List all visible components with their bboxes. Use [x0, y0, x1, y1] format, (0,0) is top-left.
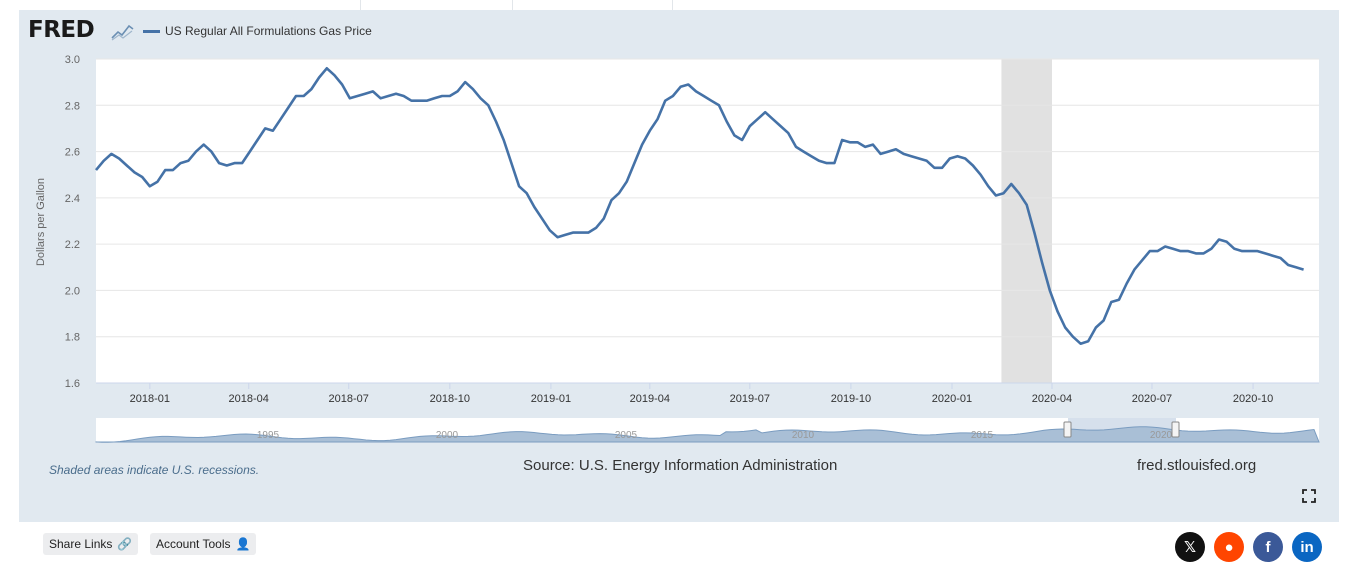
navigator-left-handle[interactable]	[1064, 422, 1071, 437]
x-tick-label: 2019-01	[531, 393, 571, 405]
y-tick-label: 1.8	[65, 332, 80, 344]
range-navigator[interactable]: 1995 2000 2005 2010 2015 2020	[96, 418, 1319, 442]
recession-note: Shaded areas indicate U.S. recessions.	[49, 463, 259, 477]
reddit-share-icon[interactable]: ●	[1214, 532, 1244, 562]
y-tick-labels: 1.6 1.8 2.0 2.2 2.4 2.6 2.8 3.0	[65, 54, 80, 390]
x-tick-label: 2019-10	[831, 393, 871, 405]
x-tick-label: 2020-07	[1132, 393, 1172, 405]
navigator-right-handle[interactable]	[1172, 422, 1179, 437]
navigator-year-label: 2005	[615, 430, 638, 441]
y-tick-label: 2.6	[65, 147, 80, 159]
navigator-year-label: 2010	[792, 430, 815, 441]
account-tools-button[interactable]: Account Tools 👤	[150, 533, 256, 555]
x-tick-label: 2020-01	[932, 393, 972, 405]
x-tick-label: 2019-04	[630, 393, 670, 405]
y-tick-label: 2.2	[65, 239, 80, 251]
facebook-share-icon[interactable]: f	[1253, 532, 1283, 562]
y-tick-label: 2.8	[65, 100, 80, 112]
navigator-year-label: 2015	[971, 430, 994, 441]
y-tick-label: 3.0	[65, 54, 80, 66]
share-links-label: Share Links	[49, 537, 112, 551]
y-tick-label: 2.4	[65, 193, 80, 205]
plot-area	[96, 59, 1319, 383]
navigator-year-label: 2000	[436, 430, 459, 441]
user-icon: 👤	[236, 537, 251, 551]
x-tick-label: 2018-04	[229, 393, 269, 405]
x-tick-label: 2019-07	[730, 393, 770, 405]
navigator-year-label: 2020	[1150, 430, 1173, 441]
y-tick-label: 2.0	[65, 285, 80, 297]
navigator-year-label: 1995	[257, 430, 280, 441]
account-tools-label: Account Tools	[156, 537, 231, 551]
recession-layer	[1001, 59, 1052, 383]
x-tick-label: 2018-07	[329, 393, 369, 405]
recession-band	[1001, 59, 1052, 383]
share-links-button[interactable]: Share Links 🔗	[43, 533, 138, 555]
linkedin-share-icon[interactable]: in	[1292, 532, 1322, 562]
site-link[interactable]: fred.stlouisfed.org	[1137, 457, 1256, 474]
y-tick-label: 1.6	[65, 378, 80, 390]
x-tick-label: 2018-10	[430, 393, 470, 405]
x-tick-label: 2020-10	[1233, 393, 1273, 405]
source-note: Source: U.S. Energy Information Administ…	[523, 457, 837, 474]
x-tick-label: 2020-04	[1032, 393, 1072, 405]
x-tick-labels: 2018-01 2018-04 2018-07 2018-10 2019-01 2019-…	[96, 383, 1319, 405]
x-tick-label: 2018-01	[130, 393, 170, 405]
link-icon: 🔗	[117, 537, 132, 551]
x-share-icon[interactable]: 𝕏	[1175, 532, 1205, 562]
fullscreen-icon[interactable]	[1302, 489, 1316, 503]
